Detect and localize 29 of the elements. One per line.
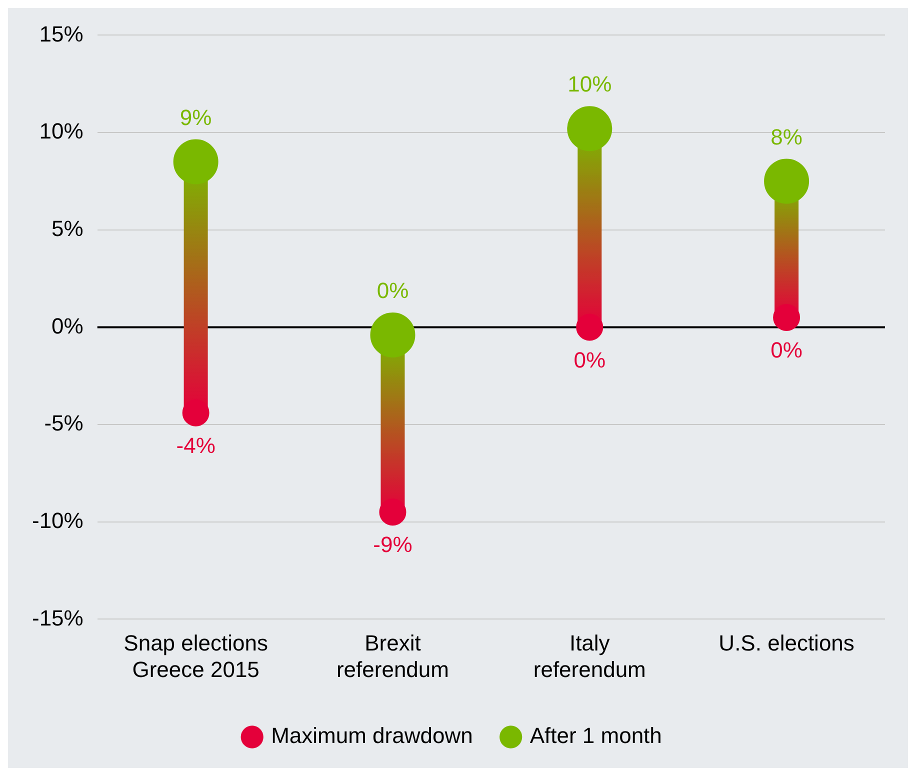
data-label: 0% xyxy=(574,347,606,372)
data-label: 0% xyxy=(770,338,802,363)
point xyxy=(773,304,800,331)
data-label: -4% xyxy=(176,432,216,458)
data-label: -9% xyxy=(373,532,412,558)
point xyxy=(764,158,810,204)
data-label: 10% xyxy=(568,72,612,97)
legend-label: Maximum drawdown xyxy=(271,723,473,748)
data-label: 8% xyxy=(770,124,802,150)
y-tick-label: -10% xyxy=(32,508,84,533)
point xyxy=(173,139,218,184)
y-tick-label: -15% xyxy=(32,605,84,630)
point xyxy=(567,106,612,152)
point xyxy=(182,399,210,426)
y-tick-label: 0% xyxy=(52,313,84,338)
x-tick-label: U.S. elections xyxy=(718,630,854,656)
data-label: 0% xyxy=(376,278,409,304)
y-tick-label: 15% xyxy=(39,21,84,46)
legend-label: After 1 month xyxy=(530,723,662,748)
y-tick-label: -5% xyxy=(44,410,84,436)
point xyxy=(370,312,416,358)
x-tick-label: Brexit referendum xyxy=(336,630,449,682)
data-label: 9% xyxy=(180,104,212,130)
y-tick-label: 5% xyxy=(52,216,84,241)
point xyxy=(379,498,406,526)
point xyxy=(576,314,604,341)
y-tick-label: 10% xyxy=(39,118,84,144)
x-tick-label: Italy referendum xyxy=(533,630,646,682)
x-tick-label: Snap elections Greece 2015 xyxy=(124,630,268,682)
